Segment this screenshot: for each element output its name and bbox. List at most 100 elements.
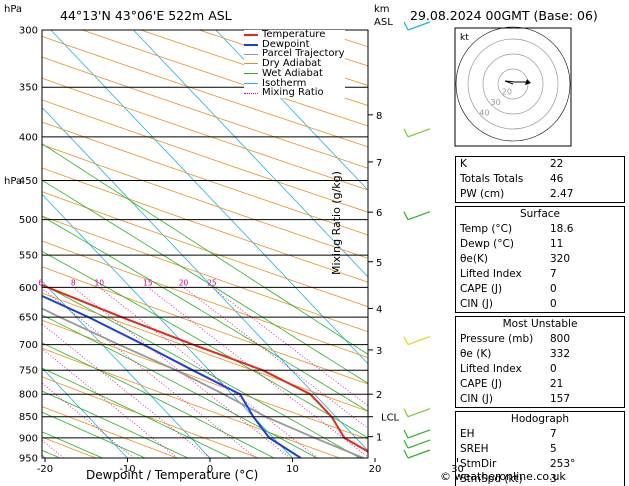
- hodograph-unit: kt: [460, 33, 469, 43]
- header-location: 44°13'N 43°06'E 522m ASL: [60, 8, 232, 23]
- legend-item: Dry Adiabat: [244, 59, 345, 69]
- hodograph-ring: [455, 26, 571, 142]
- wind-barb: [407, 429, 431, 439]
- series-line-parcel-trajectory: [42, 307, 364, 458]
- wet-adiabat-line: [42, 179, 368, 384]
- wind-barb: [403, 408, 409, 417]
- isotherm-line: [42, 280, 211, 458]
- table-row: PW (cm) 2.47: [460, 188, 574, 200]
- table-row: CIN (J) 157: [460, 393, 571, 405]
- km-tick-label: 4: [376, 304, 382, 315]
- km-tick-label: 7: [376, 158, 382, 169]
- wind-barb: [407, 439, 431, 449]
- wet-adiabat-line: [42, 283, 360, 458]
- pressure-tick-label: 650: [19, 313, 38, 324]
- x-axis-label: Dewpoint / Temperature (°C): [86, 468, 259, 482]
- mixing-ratio-label: 8: [71, 278, 76, 287]
- dry-adiabat-line: [42, 99, 368, 213]
- mixing-ratio-label: 25: [207, 278, 217, 287]
- x-tick-label: 10: [286, 464, 299, 475]
- mixing-ratio-line: [183, 287, 368, 429]
- table-row: θe(K) 320: [460, 253, 571, 265]
- mixing-ratio-line: [211, 287, 368, 407]
- dry-adiabat-line: [42, 319, 368, 440]
- mixing-ratio-label: 20: [179, 278, 189, 287]
- table-row: Dewp (°C) 11: [460, 238, 564, 250]
- hodograph-ring-label: 40: [479, 109, 489, 118]
- table-row: Lifted Index 7: [460, 268, 557, 280]
- footer-credit: © weatheronline.co.uk: [440, 470, 566, 483]
- legend-item: Wet Adiabat: [244, 68, 345, 79]
- pressure-tick-label: 850: [19, 412, 38, 423]
- mixing-ratio-label: Mixing Ratio (g/kg): [330, 171, 343, 275]
- dry-adiabat-line: [42, 215, 368, 333]
- pressure-tick-label: 450: [19, 176, 38, 187]
- legend-item: Temperature: [244, 30, 345, 40]
- isotherm-line: [42, 367, 128, 458]
- isotherm-line: [50, 30, 368, 365]
- header-date: 29.08.2024 00GMT (Base: 06): [410, 8, 598, 23]
- table-row: CIN (J) 0: [460, 298, 557, 310]
- dry-adiabat-line: [42, 347, 340, 458]
- legend-item: Isotherm: [244, 78, 345, 89]
- x-tick-label: 30: [451, 464, 464, 475]
- wind-barb: [403, 429, 409, 439]
- table-row: SREH 5: [460, 443, 557, 455]
- table-row: StmSpd (kt) 3: [460, 473, 557, 485]
- x-tick-label: 20: [369, 464, 382, 475]
- pressure-tick-label: 300: [19, 26, 38, 37]
- dry-adiabat-line: [42, 406, 178, 458]
- most-unstable-title: Most Unstable: [502, 318, 578, 330]
- table-row: Pressure (mb) 800: [460, 333, 571, 345]
- table-row: K 22: [460, 158, 564, 170]
- x-tick-label: 0: [207, 464, 213, 475]
- wind-barb: [407, 211, 431, 221]
- mixing-ratio-line: [42, 287, 257, 458]
- km-tick-label: 1: [376, 433, 382, 444]
- dry-adiabat-line: [42, 121, 368, 236]
- table-row: EH 7: [460, 428, 557, 440]
- dry-adiabat-line: [42, 191, 368, 308]
- wind-barb: [403, 439, 409, 449]
- wind-barb: [403, 449, 409, 459]
- hodograph-arrow-icon: [525, 79, 531, 85]
- table-row: StmDir 253°: [460, 458, 576, 470]
- dry-adiabat-line: [42, 56, 368, 169]
- x-tick-label: -10: [119, 464, 135, 475]
- series-line-temperature: [42, 283, 368, 453]
- header-asl: ASL: [374, 17, 393, 28]
- lcl-label: LCL: [381, 413, 400, 424]
- isotherm-line: [215, 30, 368, 191]
- pressure-tick-label: 950: [19, 454, 38, 465]
- km-tick-label: 6: [376, 208, 382, 219]
- table-row: Temp (°C) 18.6: [460, 223, 574, 235]
- indices-table: K 22 Totals Totals 46 PW (cm) 2.47 Surface …: [455, 156, 625, 486]
- hodograph-ring: [467, 38, 559, 130]
- pressure-tick-label: 500: [19, 215, 38, 226]
- table-row: Totals Totals 46: [460, 173, 564, 185]
- km-tick-label: 8: [376, 111, 382, 122]
- most-unstable-table: Most Unstable Pressure (mb) 800 θe (K) 332…: [455, 316, 625, 408]
- series-line-dewpoint: [42, 294, 302, 458]
- hodograph-ring-label: 20: [502, 88, 512, 97]
- table-row: Lifted Index 0: [460, 363, 557, 375]
- legend-item: Mixing Ratio: [244, 88, 345, 98]
- dry-adiabat-line: [42, 77, 368, 191]
- pressure-tick-label: 350: [19, 83, 38, 94]
- pressure-tick-label: 900: [19, 433, 38, 444]
- pressure-tick-label: 600: [19, 283, 38, 294]
- dry-adiabat-line: [42, 240, 368, 359]
- legend-item: Dewpoint: [244, 39, 345, 50]
- header-km: km: [374, 4, 390, 15]
- wind-barb: [403, 21, 409, 31]
- wet-adiabat-line: [42, 390, 189, 458]
- km-tick-label: 5: [376, 258, 382, 269]
- wind-barb: [407, 128, 431, 138]
- wind-barb: [407, 336, 431, 346]
- y-axis-label: hPa: [4, 176, 23, 187]
- wind-barb: [403, 128, 409, 138]
- wet-adiabat-line: [42, 143, 368, 355]
- mixing-ratio-label: 6: [38, 278, 43, 287]
